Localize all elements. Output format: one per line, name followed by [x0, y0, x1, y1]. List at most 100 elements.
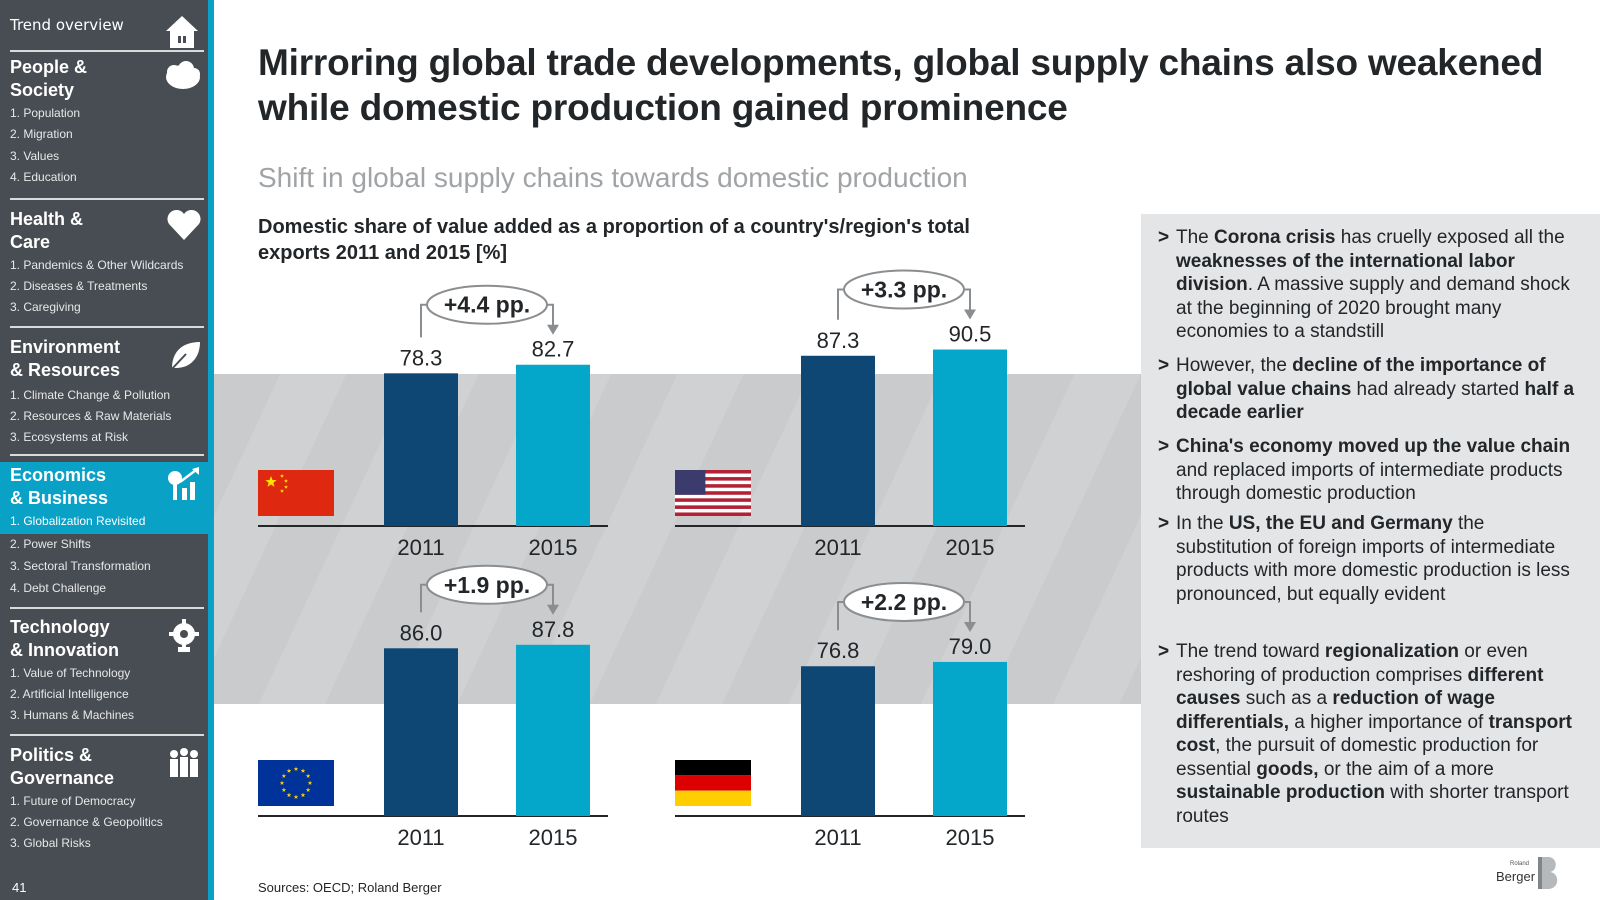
home-icon — [166, 16, 198, 48]
bar-2015 — [516, 644, 590, 816]
flag-stripe — [675, 512, 751, 516]
bullet-arrow-icon: > — [1158, 436, 1170, 457]
x-tick-label: 2015 — [946, 535, 995, 560]
x-tick-label: 2015 — [529, 535, 578, 560]
change-bubble — [843, 269, 965, 310]
flag-star — [286, 768, 292, 773]
x-tick-label: 2015 — [946, 825, 995, 850]
flag-star — [281, 773, 287, 778]
x-tick-label: 2011 — [397, 825, 444, 850]
sources-note: Sources: OECD; Roland Berger — [258, 880, 442, 895]
sidebar-item-globalization-revisited[interactable]: 1. Globalization Revisited — [10, 514, 146, 528]
sidebar-divider — [10, 198, 204, 200]
logo-small-text: Roland — [1510, 861, 1530, 867]
sidebar-item-global-risks[interactable]: 3. Global Risks — [10, 836, 91, 850]
sidebar-item-debt-challenge[interactable]: 4. Debt Challenge — [10, 581, 107, 595]
sidebar-section-title: Economics & Business — [10, 465, 109, 508]
bullet-text: In the US, the EU and Germany the substi… — [1176, 513, 1570, 605]
sidebar-item-humans-machines[interactable]: 3. Humans & Machines — [10, 708, 135, 722]
germany-flag-icon — [675, 760, 751, 776]
commentary-panel — [1141, 214, 1600, 848]
sidebar-item-sectoral-transformation[interactable]: 3. Sectoral Transformation — [10, 559, 151, 573]
people-group-icon — [170, 748, 198, 777]
sidebar: Trend overview People & Society 1. Popula… — [0, 0, 208, 900]
flag-stripe — [675, 491, 751, 495]
flag-star — [281, 787, 287, 792]
bullet-text: However, the decline of the importance o… — [1176, 355, 1575, 423]
change-label: +4.4 pp. — [444, 292, 530, 318]
change-label: +2.2 pp. — [861, 589, 947, 615]
sidebar-item-ecosystems[interactable]: 3. Ecosystems at Risk — [10, 430, 129, 444]
x-tick-label: 2011 — [397, 535, 444, 560]
change-label: +3.3 pp. — [861, 277, 947, 303]
flag-stripe — [675, 477, 751, 481]
bullet-text: The Corona crisis has cruelly exposed al… — [1176, 227, 1570, 342]
change-arrow-icon — [964, 621, 976, 632]
change-arrow-icon — [964, 309, 976, 320]
sidebar-item-governance-geopolitics[interactable]: 2. Governance & Geopolitics — [10, 815, 163, 829]
sidebar-item-diseases[interactable]: 2. Diseases & Treatments — [10, 279, 148, 293]
x-tick-label: 2015 — [529, 825, 578, 850]
sidebar-item-pandemics[interactable]: 1. Pandemics & Other Wildcards — [10, 258, 184, 272]
sidebar-accent-bar — [208, 0, 214, 900]
sidebar-section-title: People & Society — [10, 57, 88, 100]
china-flag-icon — [258, 470, 334, 516]
flag-stripe — [675, 790, 751, 806]
data-label: 82.7 — [532, 337, 575, 362]
bar-2011 — [801, 355, 875, 526]
gear-bulb-icon — [169, 619, 199, 652]
data-label: 90.5 — [949, 322, 992, 347]
sidebar-item-population[interactable]: 1. Population — [10, 106, 81, 120]
bar-2011 — [801, 666, 875, 816]
flag-star — [300, 792, 306, 798]
sidebar-item-caregiving[interactable]: 3. Caregiving — [10, 300, 81, 314]
sidebar-item-climate-change[interactable]: 1. Climate Change & Pollution — [10, 388, 171, 402]
flag-star — [279, 780, 285, 785]
sidebar-item-future-of-democracy[interactable]: 1. Future of Democracy — [10, 794, 136, 808]
roland-berger-logo: Roland Berger — [1496, 855, 1566, 893]
data-label: 79.0 — [949, 634, 992, 659]
sidebar-item-artificial-intelligence[interactable]: 2. Artificial Intelligence — [10, 687, 129, 701]
sidebar-section-title: Health & Care — [10, 209, 84, 252]
trend-overview-link[interactable]: Trend overview — [10, 14, 202, 50]
flag-canton — [675, 470, 706, 495]
sidebar-divider — [10, 50, 204, 52]
logo-large-text: Berger — [1496, 869, 1536, 884]
data-label: 86.0 — [400, 620, 443, 645]
bullet-arrow-icon: > — [1158, 355, 1170, 376]
page-title: Mirroring global trade developments, glo… — [258, 42, 1544, 128]
trend-overview-label: Trend overview — [10, 16, 124, 34]
data-label: 87.3 — [817, 328, 860, 353]
bullet-arrow-icon: > — [1158, 513, 1170, 534]
page-number: 41 — [12, 880, 27, 895]
flag-stripe — [675, 470, 751, 474]
sidebar-item-education[interactable]: 4. Education — [10, 170, 77, 184]
bar-charts: 78.3 2011 82.7 2015 +4.4 pp. 87.3 2011 90.5 2015… — [258, 269, 1025, 850]
sidebar-section-title: Environment & Resources — [10, 337, 121, 380]
heart-icon — [167, 209, 201, 240]
change-bubble — [426, 284, 548, 325]
change-bubble — [426, 564, 548, 605]
sidebar-item-migration[interactable]: 2. Migration — [10, 127, 73, 141]
page-subtitle: Shift in global supply chains towards do… — [258, 162, 968, 193]
change-arrow-icon — [547, 324, 559, 335]
sidebar-divider — [10, 734, 204, 736]
change-bubble — [843, 581, 965, 622]
flag-star — [280, 489, 284, 493]
sidebar-section-title: Politics & Governance — [10, 745, 115, 788]
sidebar-item-values[interactable]: 3. Values — [10, 149, 60, 163]
flag-stripe — [675, 775, 751, 791]
bar-2011 — [384, 648, 458, 816]
people-cloud-icon — [166, 61, 200, 89]
flag-star — [265, 476, 277, 487]
leaf-icon — [169, 342, 200, 372]
bar-2015 — [933, 349, 1007, 526]
sidebar-item-resources[interactable]: 2. Resources & Raw Materials — [10, 409, 172, 423]
sidebar-item-value-of-technology[interactable]: 1. Value of Technology — [10, 666, 131, 680]
flag-star — [293, 794, 299, 799]
chart-heading: Domestic share of value added as a propo… — [258, 216, 970, 264]
sidebar-item-power-shifts[interactable]: 2. Power Shifts — [10, 537, 91, 551]
flag-star — [305, 787, 311, 792]
flag-stripe — [675, 484, 751, 488]
